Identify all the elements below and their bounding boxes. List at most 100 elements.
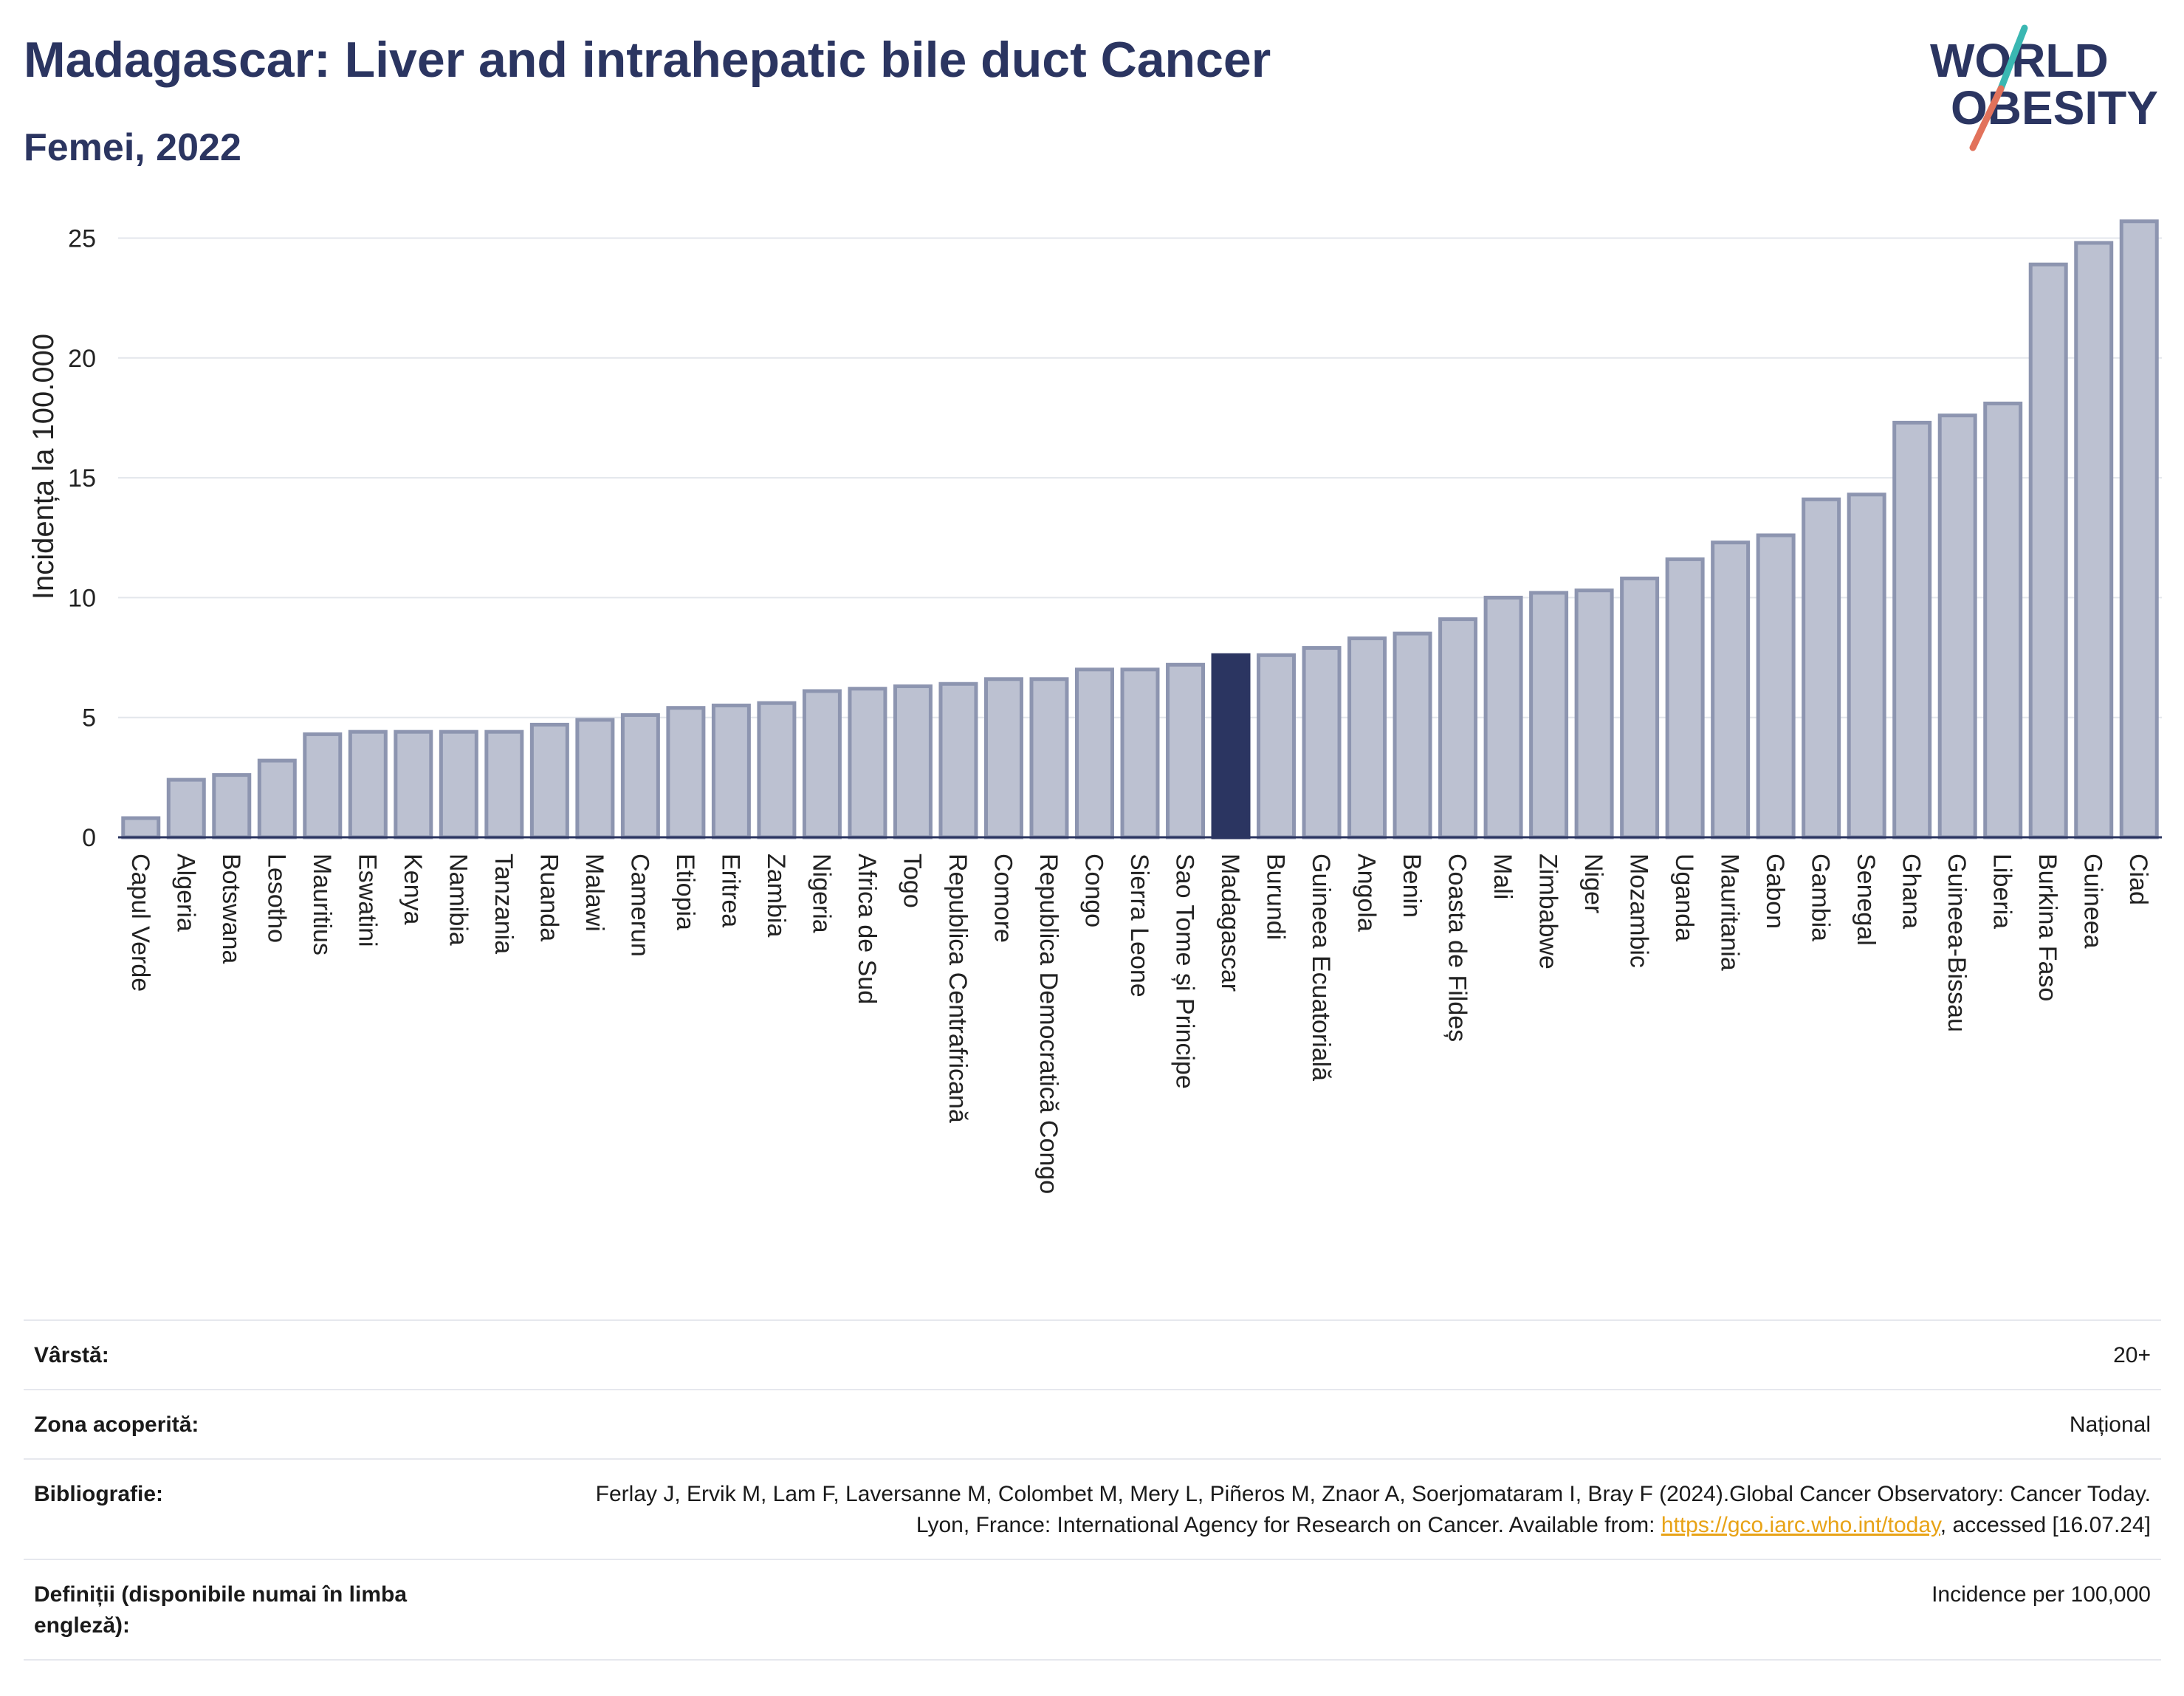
bar xyxy=(1074,667,1114,840)
bar xyxy=(2119,219,2159,840)
meta-label: Definiții (disponibile numai în limba en… xyxy=(34,1582,408,1638)
source-link[interactable]: https://gco.iarc.who.int/today xyxy=(1661,1513,1940,1537)
x-category-label: Kenya xyxy=(399,854,427,924)
bar xyxy=(2028,262,2068,840)
bar xyxy=(1574,588,1614,840)
bar xyxy=(121,816,161,840)
bar xyxy=(529,722,569,840)
bar xyxy=(620,713,660,840)
x-category-label: Madagascar xyxy=(1216,854,1244,992)
x-category-label: Republica Centrafricană xyxy=(944,854,972,1123)
meta-label: Bibliografie: xyxy=(34,1482,164,1506)
bar xyxy=(983,677,1023,840)
bars xyxy=(121,219,2159,840)
bar xyxy=(348,729,388,840)
meta-label: Vârstă: xyxy=(34,1343,109,1367)
bar xyxy=(1529,591,1569,840)
x-category-label: Camerun xyxy=(625,854,653,957)
y-tick-label: 5 xyxy=(82,704,96,732)
y-tick-label: 25 xyxy=(68,224,96,253)
x-category-label: Mozambic xyxy=(1625,854,1653,968)
y-tick-label: 0 xyxy=(82,824,96,852)
meta-row-bibliography: Bibliografie: Ferlay J, Ervik M, Lam F, … xyxy=(24,1458,2161,1559)
x-category-label: Namibia xyxy=(444,854,472,946)
bar xyxy=(1937,413,1977,840)
bar xyxy=(1393,631,1432,840)
bar xyxy=(1347,636,1387,840)
x-category-label: Sao Tome și Principe xyxy=(1171,854,1199,1089)
bar xyxy=(1257,653,1297,840)
bar xyxy=(212,773,252,840)
y-tick-labels: 0 5 10 15 20 25 xyxy=(68,224,96,852)
bar xyxy=(257,758,297,840)
x-category-label: Botswana xyxy=(217,854,245,964)
chart-subtitle: Femei, 2022 xyxy=(24,126,241,169)
x-category-label: Guineea xyxy=(2079,854,2107,949)
bar xyxy=(1756,533,1796,840)
x-category-label: Comore xyxy=(989,854,1017,943)
x-category-label: Lesotho xyxy=(262,854,290,943)
bar xyxy=(938,682,978,840)
bar xyxy=(484,729,524,840)
x-category-label: Guineea-Bissau xyxy=(1943,854,1971,1032)
x-category-labels: Capul Verde Algeria Botswana Lesotho Mauriti… xyxy=(126,854,2152,1194)
bar xyxy=(1711,540,1751,840)
y-tick-label: 20 xyxy=(68,345,96,373)
meta-value: Național xyxy=(2069,1412,2151,1437)
x-category-label: Uganda xyxy=(1670,854,1698,941)
x-category-label: Burkina Faso xyxy=(2033,854,2061,1001)
bar xyxy=(2074,241,2114,840)
x-category-label: Gambia xyxy=(1807,854,1835,941)
x-category-label: Republica Democratică Congo xyxy=(1034,854,1062,1194)
x-category-label: Mauritius xyxy=(308,854,336,955)
bar xyxy=(1802,497,1841,840)
meta-label: Zona acoperită: xyxy=(34,1412,199,1437)
x-category-label: Ruanda xyxy=(535,854,563,941)
y-tick-label: 15 xyxy=(68,464,96,492)
x-category-label: Nigeria xyxy=(807,854,835,933)
x-category-label: Mali xyxy=(1488,854,1517,899)
world-obesity-logo: WORLD OBESITY xyxy=(1920,21,2171,154)
chart-title: Madagascar: Liver and intrahepatic bile … xyxy=(24,32,1271,88)
meta-value: Incidence per 100,000 xyxy=(1931,1582,2151,1607)
x-category-label: Niger xyxy=(1579,854,1607,913)
bar xyxy=(893,684,933,840)
bar xyxy=(303,732,343,840)
bibliography-text: Ferlay J, Ervik M, Lam F, Laversanne M, … xyxy=(595,1482,2151,1537)
meta-row-age: Vârstă: 20+ xyxy=(24,1319,2161,1389)
bibliography-suffix: , accessed [16.07.24] xyxy=(1940,1513,2151,1537)
x-category-label: Zambia xyxy=(762,854,790,937)
bar-highlight xyxy=(1211,653,1251,840)
x-category-label: Burundi xyxy=(1262,854,1290,940)
x-category-label: Africa de Sud xyxy=(853,854,881,1004)
x-category-label: Sierra Leone xyxy=(1125,854,1153,998)
x-category-label: Angola xyxy=(1353,854,1381,932)
x-category-label: Guineea Ecuatorială xyxy=(1307,854,1335,1081)
bar xyxy=(1438,617,1478,840)
bar xyxy=(1620,576,1660,840)
x-category-label: Liberia xyxy=(1988,854,2016,929)
logo-slash-teal xyxy=(1997,24,2028,92)
meta-row-definitions: Definiții (disponibile numai în limba en… xyxy=(24,1559,2161,1661)
bar-chart: 0 5 10 15 20 25 Capul Verde Algeria Botswana Les… xyxy=(27,219,2162,1194)
bar xyxy=(711,703,751,840)
x-category-label: Zimbabwe xyxy=(1534,854,1562,969)
x-category-label: Gabon xyxy=(1761,854,1789,929)
x-category-label: Togo xyxy=(898,854,926,908)
bar xyxy=(666,706,706,840)
bar xyxy=(1029,677,1069,840)
x-category-label: Capul Verde xyxy=(126,854,154,992)
bar xyxy=(1120,667,1160,840)
bar xyxy=(394,729,433,840)
bar xyxy=(1892,420,1932,840)
bar xyxy=(1483,595,1523,840)
x-category-label: Congo xyxy=(1079,854,1108,927)
meta-row-coverage: Zona acoperită: Național xyxy=(24,1389,2161,1458)
x-category-label: Eswatini xyxy=(353,854,381,947)
x-category-label: Coasta de Fildeș xyxy=(1443,854,1472,1042)
x-category-label: Eritrea xyxy=(716,854,744,927)
x-category-label: Ciad xyxy=(2124,854,2152,905)
bar xyxy=(1847,492,1886,840)
bar xyxy=(439,729,478,840)
logo-slash-coral xyxy=(1969,85,2005,151)
